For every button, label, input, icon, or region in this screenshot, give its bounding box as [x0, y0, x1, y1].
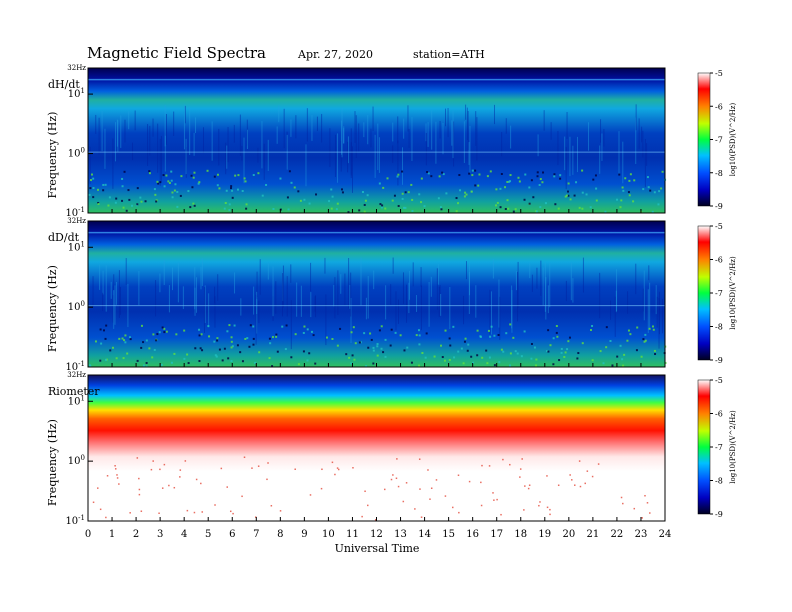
- y-tick-label: 100: [68, 300, 85, 313]
- panel-label: dH/dt: [48, 78, 80, 91]
- spectrogram-texture: [88, 231, 667, 368]
- colorbar-tick-label: -9: [715, 356, 723, 365]
- x-tick-label: 20: [562, 529, 575, 540]
- colorbar-label: log10(PSD)(V^2/Hz): [729, 103, 737, 177]
- x-tick-label: 14: [418, 529, 431, 540]
- y-tick-label: 100: [68, 147, 85, 160]
- y-tick-label: 10-1: [65, 206, 85, 219]
- colorbar-tick-label: -9: [715, 510, 723, 519]
- x-tick-label: 24: [659, 529, 672, 540]
- y-tick-label: 101: [68, 240, 85, 253]
- top-frequency-label: 32Hz: [67, 64, 86, 72]
- panel-label: dD/dt: [48, 231, 80, 244]
- x-tick-label: 17: [490, 529, 503, 540]
- spectrogram-texture: [87, 78, 667, 214]
- x-tick-label: 10: [322, 529, 335, 540]
- y-axis-label: Frequency (Hz): [46, 265, 59, 352]
- colorbar-label: log10(PSD)(V^2/Hz): [729, 256, 737, 330]
- colorbar-tick-label: -6: [715, 102, 723, 111]
- x-tick-label: 8: [277, 529, 283, 540]
- colorbar-label: log10(PSD)(V^2/Hz): [729, 410, 737, 484]
- colorbar-tick-label: -5: [715, 222, 723, 231]
- x-tick-label: 6: [229, 529, 235, 540]
- panel-dh-dt: dH/dt 32Hz 101 100 10-1 Frequency (Hz) -5 -6 -7 -…: [46, 64, 737, 219]
- colorbar-tick-label: -7: [715, 289, 723, 298]
- panel-riometer: Riometer 32Hz 101 100 10-1 Frequency (Hz) -5 -6…: [46, 371, 737, 527]
- chart-title: Magnetic Field Spectra: [87, 44, 266, 62]
- top-frequency-label: 32Hz: [67, 371, 86, 379]
- chart-date: Apr. 27, 2020: [297, 48, 373, 61]
- x-tick-label: 16: [466, 529, 479, 540]
- x-tick-label: 3: [157, 529, 163, 540]
- x-tick-label: 15: [442, 529, 455, 540]
- y-tick-label: 101: [68, 87, 85, 100]
- panel-dd-dt: dD/dt 32Hz 101 100 10-1 Frequency (Hz) -5 -6 -7 -…: [46, 217, 737, 373]
- x-axis-label: Universal Time: [335, 542, 420, 555]
- station-label: station=ATH: [413, 48, 485, 61]
- x-tick-label: 5: [205, 529, 211, 540]
- colorbar-tick-label: -9: [715, 202, 723, 211]
- y-tick-label: 101: [68, 394, 85, 407]
- x-tick-label: 9: [301, 529, 307, 540]
- x-tick-label: 7: [253, 529, 259, 540]
- y-axis-label: Frequency (Hz): [46, 112, 59, 199]
- x-tick-label: 18: [514, 529, 527, 540]
- top-frequency-label: 32Hz: [67, 217, 86, 225]
- colorbar-tick-label: -6: [715, 410, 723, 419]
- x-tick-label: 11: [346, 529, 359, 540]
- y-tick-label: 10-1: [65, 514, 85, 527]
- colorbar: [697, 225, 711, 361]
- x-tick-label: 0: [85, 529, 91, 540]
- colorbar-tick-label: -8: [715, 169, 723, 178]
- panel-label: Riometer: [48, 385, 100, 398]
- x-tick-label: 19: [538, 529, 551, 540]
- spectrogram-texture: [92, 456, 651, 521]
- colorbar-tick-label: -7: [715, 136, 723, 145]
- x-tick-label: 22: [611, 529, 624, 540]
- y-tick-label: 10-1: [65, 360, 85, 373]
- x-tick-label: 4: [181, 529, 187, 540]
- x-tick-label: 2: [133, 529, 139, 540]
- x-tick-label: 23: [635, 529, 648, 540]
- spectrogram-image: [88, 221, 665, 367]
- spectrogram-image: [88, 375, 665, 521]
- spectrogram-image: [88, 68, 665, 213]
- x-tick-label: 1: [109, 529, 115, 540]
- x-tick-label: 13: [394, 529, 407, 540]
- x-axis: 0 1 2 3 4 5 6 7 8 9 10 11 12 13 14 15 16 17 18 19 20 21 22 23 24: [85, 529, 672, 540]
- x-tick-label: 21: [587, 529, 600, 540]
- colorbar-tick-label: -5: [715, 376, 723, 385]
- colorbar: [697, 379, 711, 515]
- colorbar-tick-label: -8: [715, 323, 723, 332]
- colorbar-tick-label: -7: [715, 443, 723, 452]
- y-tick-label: 100: [68, 454, 85, 467]
- colorbar-tick-label: -8: [715, 477, 723, 486]
- y-axis-label: Frequency (Hz): [46, 419, 59, 506]
- colorbar: [697, 72, 711, 207]
- x-tick-label: 12: [370, 529, 383, 540]
- colorbar-tick-label: -6: [715, 256, 723, 265]
- colorbar-tick-label: -5: [715, 69, 723, 78]
